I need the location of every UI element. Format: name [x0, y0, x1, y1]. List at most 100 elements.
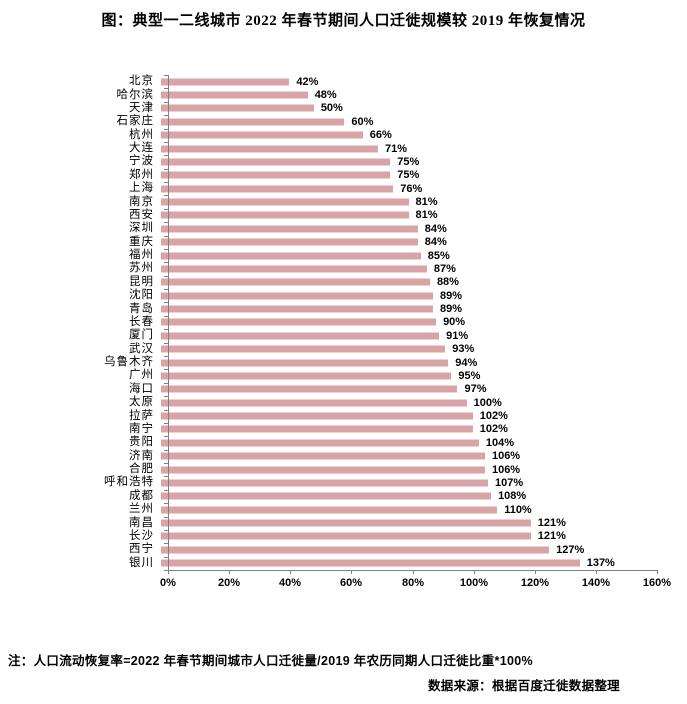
city-label: 杭州 — [129, 128, 154, 141]
y-axis-tick — [164, 450, 168, 451]
chart-row: 贵阳 104% — [0, 436, 650, 449]
bar-track: 102% — [161, 409, 650, 422]
value-bar — [161, 332, 440, 340]
chart-row: 合肥 106% — [0, 463, 650, 476]
bar-track: 88% — [161, 276, 650, 289]
city-label: 拉萨 — [129, 409, 154, 422]
y-axis-tick — [164, 463, 168, 464]
value-bar — [161, 171, 391, 179]
chart-row: 海口 97% — [0, 383, 650, 396]
bar-track: 108% — [161, 490, 650, 503]
value-bar — [161, 185, 394, 193]
x-tick-label: 140% — [581, 577, 611, 589]
bar-track: 87% — [161, 262, 650, 275]
y-axis-tick — [164, 88, 168, 89]
chart-row: 杭州 66% — [0, 129, 650, 142]
value-bar — [161, 399, 467, 407]
chart-row: 青岛 89% — [0, 302, 650, 316]
value-bar — [161, 452, 485, 460]
x-axis-tick — [474, 570, 475, 574]
y-axis-tick — [164, 289, 168, 290]
city-label: 海口 — [129, 382, 154, 395]
bar-track: 50% — [161, 102, 650, 115]
value-label: 85% — [427, 249, 450, 262]
bar-track: 102% — [161, 423, 650, 436]
value-bar — [161, 104, 314, 112]
chart-row: 石家庄 60% — [0, 115, 650, 128]
x-axis-tick — [596, 570, 597, 574]
bar-track: 60% — [161, 115, 650, 128]
value-label: 60% — [351, 115, 374, 128]
value-bar — [161, 78, 290, 86]
y-axis-tick — [164, 476, 168, 477]
city-label: 南京 — [129, 195, 154, 208]
bar-track: 76% — [161, 182, 650, 195]
bar-track: 95% — [161, 369, 650, 382]
city-label: 沈阳 — [129, 289, 154, 302]
x-axis-tick — [413, 570, 414, 574]
y-axis-tick — [164, 436, 168, 437]
value-bar — [161, 225, 418, 233]
y-axis-tick — [164, 383, 168, 384]
city-label: 合肥 — [129, 463, 154, 476]
bar-track: 89% — [161, 302, 650, 315]
value-label: 93% — [452, 343, 475, 356]
bar-track: 84% — [161, 236, 650, 249]
chart-row: 成都 108% — [0, 490, 650, 503]
y-axis-tick — [164, 316, 168, 317]
value-label: 91% — [446, 329, 469, 342]
chart-row: 长春 90% — [0, 316, 650, 329]
city-label: 重庆 — [129, 235, 154, 248]
value-label: 108% — [498, 490, 527, 503]
y-axis-tick — [164, 423, 168, 424]
value-label: 94% — [455, 356, 478, 369]
bar-track: 121% — [161, 530, 650, 543]
value-label: 102% — [479, 410, 508, 423]
y-axis-tick — [164, 182, 168, 183]
y-axis-tick — [164, 236, 168, 237]
x-tick-label: 0% — [160, 577, 176, 589]
value-bar — [161, 439, 479, 447]
city-label: 太原 — [129, 396, 154, 409]
bar-track: 84% — [161, 222, 650, 235]
x-tick-label: 120% — [520, 577, 550, 589]
chart-row: 乌鲁木齐 94% — [0, 356, 650, 369]
value-label: 110% — [504, 503, 532, 516]
y-axis-tick — [164, 129, 168, 130]
chart-row: 深圳 84% — [0, 222, 650, 235]
value-bar — [161, 532, 531, 540]
city-label: 西安 — [129, 208, 154, 221]
chart-row: 厦门 91% — [0, 329, 650, 342]
bar-track: 66% — [161, 129, 650, 142]
value-label: 81% — [415, 209, 438, 222]
value-bar — [161, 345, 446, 353]
value-label: 75% — [397, 169, 420, 182]
y-axis-tick — [164, 356, 168, 357]
chart-row: 银川 137% — [0, 557, 650, 570]
bar-track: 81% — [161, 195, 650, 208]
bar-track: 93% — [161, 343, 650, 356]
city-label: 兰州 — [129, 503, 154, 516]
city-label: 成都 — [129, 489, 154, 502]
value-label: 88% — [436, 276, 459, 289]
y-axis-tick — [164, 557, 168, 558]
bar-track: 75% — [161, 155, 650, 168]
city-label: 苏州 — [129, 262, 154, 275]
chart-row: 哈尔滨 48% — [0, 88, 650, 102]
value-bar — [161, 131, 363, 139]
chart-row: 西宁 127% — [0, 543, 650, 556]
y-axis-tick — [164, 142, 168, 143]
chart-row: 上海 76% — [0, 182, 650, 195]
y-axis-tick — [164, 222, 168, 223]
value-bar — [161, 359, 449, 367]
bar-track: 110% — [161, 503, 650, 516]
bar-track: 97% — [161, 383, 650, 396]
city-label: 银川 — [129, 556, 154, 569]
chart-row: 长沙 121% — [0, 530, 650, 543]
y-axis-tick — [164, 262, 168, 263]
chart-row: 呼和浩特 107% — [0, 476, 650, 489]
value-bar — [161, 158, 391, 166]
value-bar — [161, 305, 433, 313]
value-label: 48% — [314, 89, 337, 102]
